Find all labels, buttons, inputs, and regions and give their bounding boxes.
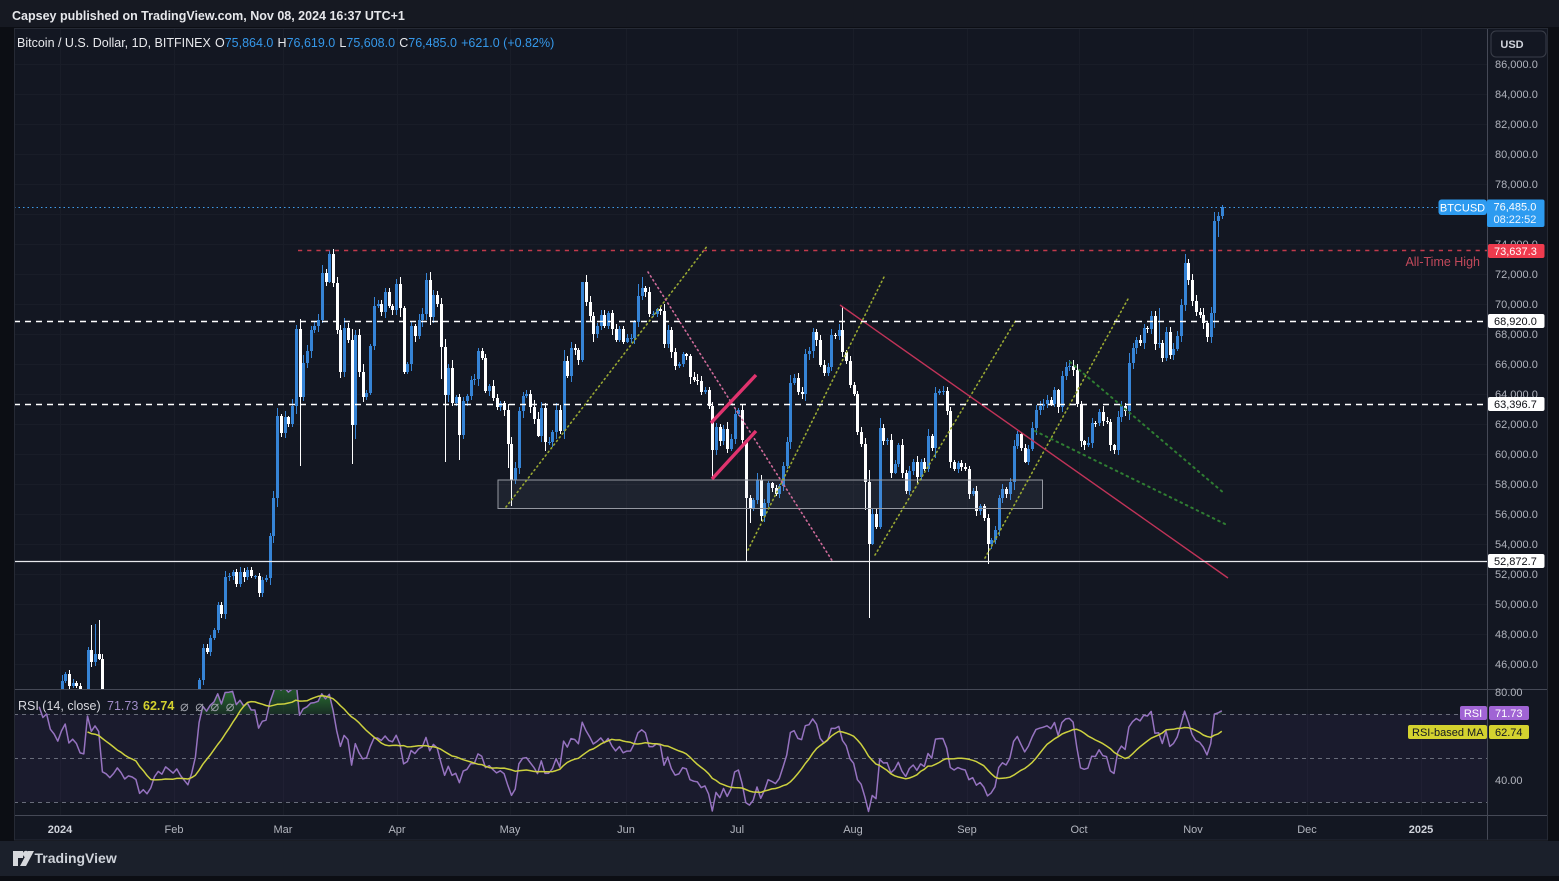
svg-text:⌀⌀⌀⌀: ⌀⌀⌀⌀ bbox=[180, 699, 241, 715]
svg-text:62,000.0: 62,000.0 bbox=[1495, 419, 1538, 431]
svg-text:76,485.0: 76,485.0 bbox=[1494, 202, 1537, 214]
svg-text:May: May bbox=[500, 824, 521, 836]
svg-text:Nov: Nov bbox=[1183, 824, 1203, 836]
svg-text:Aug: Aug bbox=[843, 824, 863, 836]
svg-text:Jun: Jun bbox=[617, 824, 635, 836]
svg-text:RSI (14, close): RSI (14, close) bbox=[18, 699, 101, 713]
svg-text:Jul: Jul bbox=[730, 824, 744, 836]
svg-text:RSI-based MA: RSI-based MA bbox=[1412, 727, 1484, 739]
svg-text:52,872.7: 52,872.7 bbox=[1494, 556, 1537, 568]
svg-text:66,000.0: 66,000.0 bbox=[1495, 359, 1538, 371]
svg-text:60,000.0: 60,000.0 bbox=[1495, 449, 1538, 461]
svg-text:80.00: 80.00 bbox=[1495, 687, 1523, 699]
svg-text:80,000.0: 80,000.0 bbox=[1495, 149, 1538, 161]
svg-text:40.00: 40.00 bbox=[1495, 775, 1523, 787]
svg-text:Dec: Dec bbox=[1297, 824, 1317, 836]
svg-text:46,000.0: 46,000.0 bbox=[1495, 659, 1538, 671]
svg-text:84,000.0: 84,000.0 bbox=[1495, 89, 1538, 101]
svg-text:86,000.0: 86,000.0 bbox=[1495, 59, 1538, 71]
svg-text:Oct: Oct bbox=[1070, 824, 1087, 836]
svg-text:56,000.0: 56,000.0 bbox=[1495, 509, 1538, 521]
svg-text:USD: USD bbox=[1500, 39, 1523, 51]
svg-text:54,000.0: 54,000.0 bbox=[1495, 539, 1538, 551]
svg-text:BTCUSD: BTCUSD bbox=[1440, 203, 1485, 215]
svg-text:72,000.0: 72,000.0 bbox=[1495, 269, 1538, 281]
svg-text:82,000.0: 82,000.0 bbox=[1495, 119, 1538, 131]
svg-text:Apr: Apr bbox=[388, 824, 405, 836]
svg-text:50,000.0: 50,000.0 bbox=[1495, 599, 1538, 611]
svg-text:71.73: 71.73 bbox=[1495, 708, 1523, 720]
svg-text:Feb: Feb bbox=[165, 824, 184, 836]
svg-text:All-Time High: All-Time High bbox=[1405, 255, 1480, 269]
svg-text:48,000.0: 48,000.0 bbox=[1495, 629, 1538, 641]
svg-text:RSI: RSI bbox=[1464, 708, 1482, 720]
svg-text:08:22:52: 08:22:52 bbox=[1494, 214, 1537, 226]
svg-text:63,396.7: 63,396.7 bbox=[1494, 399, 1537, 411]
svg-text:Mar: Mar bbox=[274, 824, 293, 836]
svg-text:58,000.0: 58,000.0 bbox=[1495, 479, 1538, 491]
svg-text:73,637.3: 73,637.3 bbox=[1494, 246, 1537, 258]
svg-text:62.74: 62.74 bbox=[143, 699, 174, 713]
svg-text:2024: 2024 bbox=[48, 824, 73, 836]
svg-text:Capsey published on TradingVie: Capsey published on TradingView.com, Nov… bbox=[12, 9, 405, 23]
svg-text:78,000.0: 78,000.0 bbox=[1495, 179, 1538, 191]
svg-text:Bitcoin / U.S. Dollar, 1D, BIT: Bitcoin / U.S. Dollar, 1D, BITFINEX O75,… bbox=[17, 36, 554, 50]
svg-text:52,000.0: 52,000.0 bbox=[1495, 569, 1538, 581]
svg-text:TradingView: TradingView bbox=[35, 850, 117, 866]
svg-text:70,000.0: 70,000.0 bbox=[1495, 299, 1538, 311]
svg-text:2025: 2025 bbox=[1409, 824, 1433, 836]
svg-text:68,000.0: 68,000.0 bbox=[1495, 329, 1538, 341]
svg-text:Sep: Sep bbox=[957, 824, 977, 836]
svg-text:68,920.0: 68,920.0 bbox=[1494, 316, 1537, 328]
svg-text:71.73: 71.73 bbox=[107, 699, 138, 713]
svg-text:62.74: 62.74 bbox=[1495, 727, 1523, 739]
